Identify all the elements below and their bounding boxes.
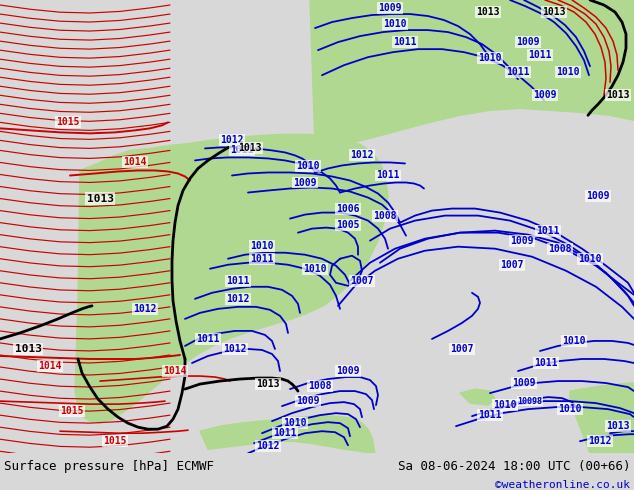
Text: 1011: 1011	[376, 171, 400, 180]
Text: ©weatheronline.co.uk: ©weatheronline.co.uk	[495, 480, 630, 490]
Text: 1010: 1010	[478, 53, 501, 63]
Text: 1012: 1012	[350, 150, 374, 160]
Text: 1011: 1011	[230, 146, 254, 155]
Text: 1011: 1011	[273, 428, 297, 438]
Text: 1014: 1014	[123, 157, 146, 168]
Text: 1015: 1015	[60, 406, 84, 416]
Text: 1007: 1007	[450, 344, 474, 354]
Text: 1011: 1011	[534, 358, 558, 368]
Text: 1008: 1008	[373, 211, 397, 220]
Text: 1011: 1011	[197, 334, 220, 344]
Polygon shape	[310, 0, 634, 148]
Text: 1009: 1009	[336, 366, 359, 376]
Text: 1012: 1012	[226, 294, 250, 304]
Text: 1014: 1014	[38, 361, 61, 371]
Polygon shape	[460, 389, 495, 405]
Text: 1011: 1011	[478, 410, 501, 420]
Text: 1013: 1013	[256, 379, 280, 389]
Text: 1015: 1015	[56, 117, 80, 127]
Text: 1010: 1010	[556, 67, 579, 77]
Text: 1010: 1010	[283, 418, 307, 428]
Text: 1010: 1010	[250, 241, 274, 251]
Text: 1011: 1011	[536, 225, 560, 236]
Text: 1006: 1006	[336, 203, 359, 214]
Text: 1013: 1013	[542, 7, 566, 17]
Text: 1007: 1007	[350, 276, 374, 286]
Text: 1011: 1011	[250, 254, 274, 264]
Text: 1009: 1009	[586, 191, 610, 200]
Text: 1013: 1013	[476, 7, 500, 17]
Text: 1011: 1011	[226, 276, 250, 286]
Text: 1012: 1012	[133, 304, 157, 314]
Text: 1013: 1013	[15, 344, 41, 354]
Text: 1013: 1013	[606, 421, 630, 431]
Text: 1012: 1012	[220, 135, 243, 146]
Text: 1012: 1012	[256, 441, 280, 451]
Text: 1013: 1013	[86, 194, 113, 203]
Text: Sa 08-06-2024 18:00 UTC (00+66): Sa 08-06-2024 18:00 UTC (00+66)	[398, 460, 630, 473]
Text: 1013: 1013	[606, 90, 630, 100]
Text: 1010: 1010	[578, 254, 602, 264]
Text: 1010: 1010	[383, 19, 407, 29]
Text: 1013: 1013	[238, 144, 262, 153]
Text: 1008: 1008	[308, 381, 332, 391]
Text: 1011: 1011	[507, 67, 530, 77]
Text: 1009: 1009	[510, 236, 534, 245]
Text: 1009: 1009	[294, 177, 317, 188]
Text: 10098: 10098	[517, 396, 543, 406]
Polygon shape	[570, 383, 634, 453]
Text: 1010: 1010	[303, 264, 327, 274]
Polygon shape	[75, 134, 388, 423]
Text: 1010: 1010	[559, 404, 582, 414]
Text: 1009: 1009	[533, 90, 557, 100]
Text: 1009: 1009	[516, 37, 540, 47]
Text: Surface pressure [hPa] ECMWF: Surface pressure [hPa] ECMWF	[4, 460, 214, 473]
Text: 1010: 1010	[296, 162, 320, 172]
Text: 1010: 1010	[562, 336, 586, 346]
Text: 1009: 1009	[296, 396, 320, 406]
Text: 1008: 1008	[548, 244, 572, 254]
Text: 1010: 1010	[493, 400, 517, 410]
Text: 1007: 1007	[500, 260, 524, 270]
Text: 1015: 1015	[103, 436, 127, 446]
Text: 1011: 1011	[528, 50, 552, 60]
Text: 1014: 1014	[163, 366, 187, 376]
Text: 1012: 1012	[223, 344, 247, 354]
Text: 1012: 1012	[588, 436, 612, 446]
Polygon shape	[200, 416, 375, 453]
Text: 1009: 1009	[378, 3, 402, 13]
Text: 1011: 1011	[393, 37, 417, 47]
Text: 1009: 1009	[512, 378, 536, 388]
Text: 1005: 1005	[336, 220, 359, 230]
